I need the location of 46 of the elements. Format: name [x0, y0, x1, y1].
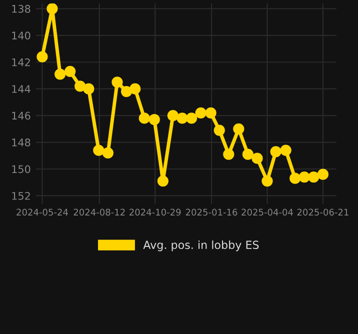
point — [205, 107, 216, 118]
point — [186, 112, 198, 124]
point — [214, 124, 225, 136]
point — [130, 83, 141, 94]
x-tick-label: 2025-01-16 — [186, 208, 238, 216]
point — [157, 175, 168, 187]
point — [270, 146, 282, 158]
point — [290, 172, 301, 184]
y-tick-label: 150 — [12, 165, 30, 174]
y-tick-label: 138 — [12, 4, 30, 13]
point — [64, 66, 76, 78]
point — [148, 114, 160, 126]
y-tick-label: 152 — [12, 192, 30, 200]
point — [46, 3, 58, 14]
point — [83, 83, 94, 94]
y-tick-label: 148 — [12, 138, 30, 146]
y-tick-label: 146 — [12, 112, 30, 120]
x-tick-label: 2024-05-24 — [16, 208, 68, 216]
point — [138, 112, 150, 124]
point — [93, 144, 104, 156]
x-tick-label: 2025-04-04 — [242, 208, 293, 216]
point — [176, 112, 188, 124]
y-tick-label: 140 — [12, 32, 30, 40]
y-tick-label: 142 — [12, 58, 30, 66]
point — [120, 86, 132, 98]
point — [74, 80, 86, 92]
point — [252, 152, 263, 164]
x-tick-label: 2024-10-29 — [130, 208, 181, 216]
x-tick-label: 2025-06-21 — [297, 208, 348, 216]
point — [280, 144, 292, 156]
point — [102, 147, 114, 159]
point — [298, 171, 310, 183]
point — [195, 107, 206, 118]
point — [233, 123, 244, 134]
point — [308, 171, 320, 183]
point — [112, 76, 123, 88]
point — [242, 148, 254, 160]
x-tick-label: 2024-08-12 — [74, 208, 125, 216]
point — [317, 168, 329, 180]
point — [36, 51, 48, 62]
point — [262, 175, 273, 187]
legend-label: Avg. pos. in lobby ES — [143, 240, 259, 252]
point — [54, 68, 66, 80]
point — [167, 110, 178, 122]
y-tick-label: 144 — [12, 85, 30, 93]
point — [223, 148, 234, 160]
